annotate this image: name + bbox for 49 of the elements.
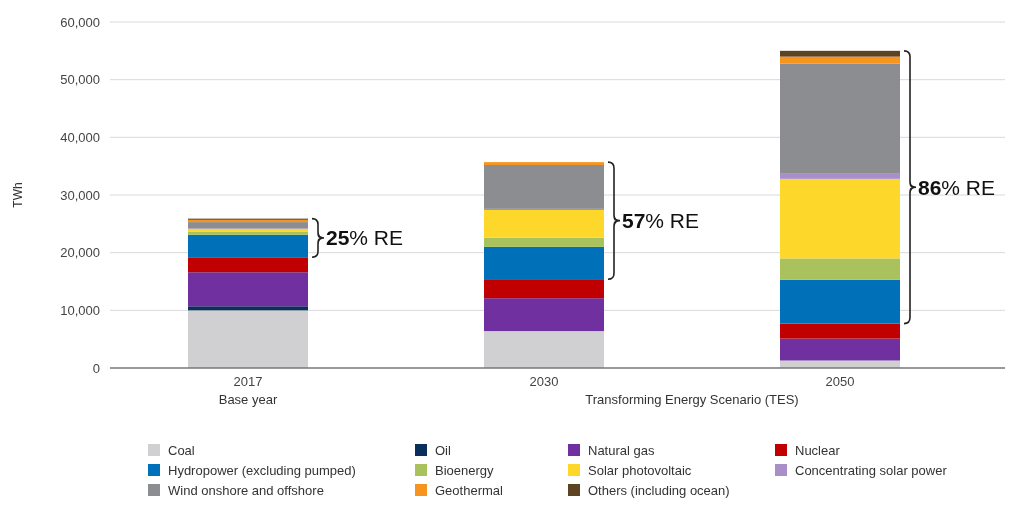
bar [484,331,604,368]
annotation: 57% RE [622,209,700,233]
y-tick-label: 0 [92,360,100,376]
bar [484,162,604,166]
bar [484,209,604,238]
bar [780,63,900,174]
text: Transforming Energy Scenario (TES) [585,392,799,407]
bar [780,323,900,339]
bar [188,222,308,229]
y-tick-label: 50,000 [60,72,100,88]
x-tick-label: 2030 [529,374,559,389]
legend-label: Wind onshore and offshore [168,482,324,498]
y-tick-label: 40,000 [60,129,100,145]
y-tick-label: 30,000 [60,187,100,203]
legend-label: Coal [168,442,195,458]
y-tick-label: 10,000 [60,302,100,318]
y-tick-label: 60,000 [60,14,100,30]
bar [780,258,900,280]
legend-label: Geothermal [435,482,504,498]
y-axis-title: TWh [11,182,25,208]
legend-label: Oil [435,442,451,458]
bar [780,173,900,179]
bar [780,178,900,259]
bar [780,56,900,64]
legend-label: Bioenergy [435,462,495,478]
legend-label: Nuclear [795,442,841,458]
x-tick-label: 2017 [233,374,263,389]
bar [780,338,900,361]
bar [188,306,308,311]
bar [188,272,308,307]
bar [484,165,604,209]
bar [484,246,604,280]
bar [188,257,308,273]
bar [780,50,900,57]
bar [484,237,604,247]
legend-label: Solar photovoltaic [588,462,692,478]
annotation: 25% RE [326,226,404,250]
x-tick-label: 2050 [825,374,855,389]
bar [484,298,604,332]
legend-label: Others (including ocean) [588,482,730,498]
y-tick-label: 20,000 [60,245,100,261]
bar [188,234,308,258]
text: Base year [218,392,278,407]
legend-label: Natural gas [588,442,655,458]
bar [484,279,604,299]
legend-label: Hydropower (excluding pumped) [168,462,356,478]
legend-label: Concentrating solar power [795,462,948,478]
annotation: 86% RE [918,175,996,199]
bar [780,279,900,324]
